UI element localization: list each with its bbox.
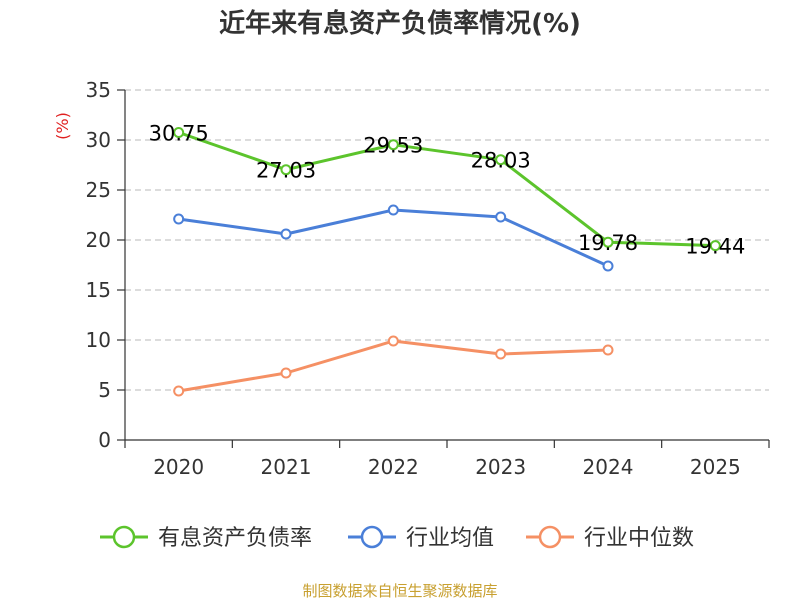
data-label-2025: 19.44 <box>685 235 745 259</box>
legend-swatch-marker-1 <box>360 525 384 549</box>
series-line-1 <box>178 208 609 268</box>
data-label-2020: 30.75 <box>149 122 209 146</box>
point-0-2021 <box>280 164 292 176</box>
point-1-2020 <box>173 213 185 225</box>
x-tick-label-2020: 2020 <box>153 455 204 479</box>
chart-title: 近年来有息资产负债率情况(%) <box>219 8 581 39</box>
y-tick-label-20: 20 <box>86 228 111 252</box>
legend-label-0: 有息资产负债率 <box>158 526 312 551</box>
data-label-2024: 19.78 <box>578 231 638 255</box>
legend: 有息资产负债率 行业均值 行业中位数 <box>100 525 694 551</box>
y-tick-label-15: 15 <box>86 278 111 302</box>
legend-swatch-marker-0 <box>112 525 136 549</box>
point-2-2020 <box>173 385 185 397</box>
data-labels: 30.75 27.03 29.53 28.03 19.78 19.44 <box>149 122 746 259</box>
series-0 <box>173 127 721 252</box>
legend-item-2: 行业中位数 <box>526 525 694 551</box>
grid <box>125 89 769 391</box>
y-tick-label-30: 30 <box>86 128 111 152</box>
point-0-2025 <box>709 240 721 252</box>
series-2 <box>173 335 614 397</box>
x-tick-label-2025: 2025 <box>690 455 741 479</box>
data-label-2023: 28.03 <box>471 149 531 173</box>
point-2-2024 <box>602 344 614 356</box>
point-1-2024 <box>602 260 614 272</box>
series-1 <box>173 204 614 272</box>
point-0-2023 <box>495 154 507 166</box>
point-1-2021 <box>280 228 292 240</box>
x-tick-label-2022: 2022 <box>368 455 419 479</box>
point-2-2022 <box>387 335 399 347</box>
point-2-2023 <box>495 348 507 360</box>
series-layer <box>173 127 721 397</box>
point-0-2024 <box>602 236 614 248</box>
x-tick-label-2023: 2023 <box>475 455 526 479</box>
point-0-2020 <box>173 127 185 138</box>
point-2-2021 <box>280 367 292 379</box>
x-tick-label-2021: 2021 <box>261 455 312 479</box>
data-label-2021: 27.03 <box>256 159 316 183</box>
y-tick-label-5: 5 <box>98 378 111 402</box>
x-tick-label-2024: 2024 <box>583 455 634 479</box>
point-0-2022 <box>387 139 399 151</box>
y-tick-label-10: 10 <box>86 328 111 352</box>
y-tick-label-25: 25 <box>86 178 111 202</box>
point-1-2022 <box>387 204 399 216</box>
source-note: 制图数据来自恒生聚源数据库 <box>302 582 497 600</box>
series-line-0 <box>178 131 716 248</box>
legend-item-0: 有息资产负债率 <box>100 525 312 551</box>
data-label-2022: 29.53 <box>363 134 423 158</box>
y-tick-label-35: 35 <box>86 78 111 102</box>
y-axis-unit: (%) <box>53 112 72 140</box>
series-line-2 <box>178 339 609 393</box>
legend-item-1: 行业均值 <box>348 525 494 551</box>
legend-label-2: 行业中位数 <box>584 526 694 551</box>
y-tick-label-0: 0 <box>98 428 111 452</box>
legend-label-1: 行业均值 <box>406 526 494 551</box>
point-1-2023 <box>495 211 507 223</box>
legend-swatch-marker-2 <box>538 525 562 549</box>
